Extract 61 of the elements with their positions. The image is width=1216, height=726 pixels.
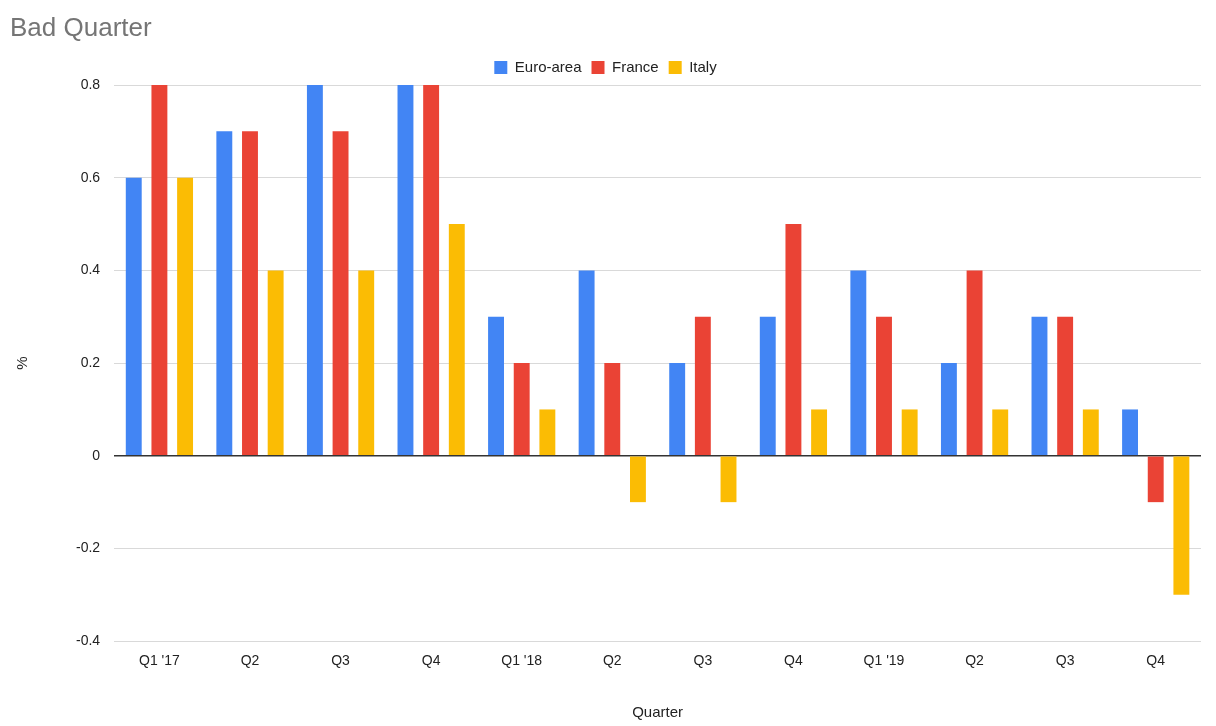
legend-label: Euro-area <box>514 57 583 75</box>
bar <box>720 456 737 503</box>
bar <box>513 363 530 456</box>
x-tick-label: Q3 <box>693 652 713 669</box>
y-tick-label: -0.2 <box>76 539 101 556</box>
y-tick-label: 0.4 <box>80 261 101 278</box>
x-axis-title: Quarter <box>632 703 683 721</box>
bar <box>759 316 776 456</box>
legend-label: France <box>612 57 659 75</box>
bar <box>1147 456 1164 503</box>
legend-label: Italy <box>689 57 718 75</box>
bar <box>1173 456 1190 595</box>
bar <box>629 456 646 503</box>
bar <box>578 270 595 456</box>
bar <box>242 131 258 456</box>
x-tick-label: Q1 '19 <box>863 652 905 669</box>
bar <box>216 131 233 456</box>
bar <box>604 363 621 456</box>
bar <box>694 316 711 456</box>
x-tick-label: Q1 '17 <box>139 652 181 669</box>
y-tick-label: -0.4 <box>76 632 101 649</box>
bar <box>992 409 1009 456</box>
bar <box>1031 316 1048 456</box>
bar <box>177 177 194 456</box>
bar <box>423 85 440 456</box>
x-tick-label: Q4 <box>784 652 803 669</box>
bar <box>811 409 828 456</box>
bar <box>876 316 892 456</box>
bar <box>151 85 168 456</box>
y-axis-title: % <box>13 356 31 370</box>
bar <box>966 270 983 456</box>
x-tick-label: Q3 <box>331 652 351 669</box>
bar <box>125 177 142 456</box>
y-tick-label: 0.2 <box>80 353 101 370</box>
bar <box>332 131 349 456</box>
bar <box>940 363 957 456</box>
x-tick-label: Q1 '18 <box>501 652 543 669</box>
y-tick-label: 0.8 <box>80 75 101 92</box>
y-tick-label: 0 <box>92 446 101 463</box>
x-tick-label: Q4 <box>1146 652 1166 669</box>
bar <box>397 85 414 456</box>
bar <box>306 85 323 456</box>
bar <box>448 224 465 456</box>
bar <box>901 409 918 456</box>
bar <box>267 270 284 456</box>
bar <box>1057 316 1074 456</box>
bar <box>358 270 375 456</box>
y-tick-label: 0.6 <box>80 168 101 185</box>
bar <box>539 409 556 456</box>
bar <box>1082 409 1099 456</box>
x-tick-label: Q2 <box>965 652 985 669</box>
x-tick-label: Q4 <box>421 652 441 669</box>
bar <box>785 224 802 456</box>
chart-title: Bad Quarter <box>10 12 152 43</box>
x-tick-label: Q2 <box>240 652 260 669</box>
bar <box>669 363 686 456</box>
x-tick-label: Q2 <box>602 652 622 669</box>
bar <box>1122 409 1139 456</box>
bar <box>488 316 504 456</box>
bar <box>850 270 867 456</box>
x-tick-label: Q3 <box>1055 652 1075 669</box>
